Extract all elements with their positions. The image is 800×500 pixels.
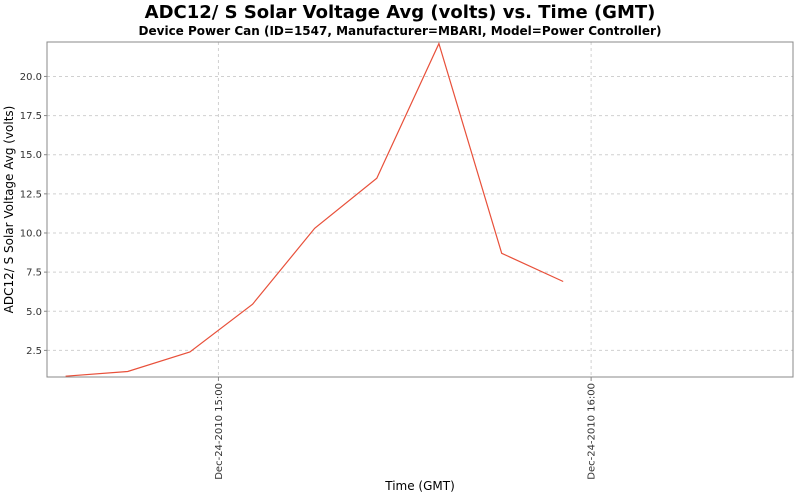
chart-subtitle: Device Power Can (ID=1547, Manufacturer=… [138,24,662,38]
y-axis-ticks: 2.5 5.0 7.5 10.0 12.5 15.0 17.5 20.0 [20,72,47,357]
y-axis-label: ADC12/ S Solar Voltage Avg (volts) [2,106,16,314]
x-axis-ticks: Dec-24-2010 15:00 Dec-24-2010 16:00 [214,377,598,480]
series-group [65,41,564,377]
y-tick-label: 17.5 [20,111,42,122]
series-line [65,41,564,377]
y-tick-label: 2.5 [26,346,42,357]
y-tick-label: 15.0 [20,150,42,161]
chart-title: ADC12/ S Solar Voltage Avg (volts) vs. T… [144,2,656,23]
x-tick-label: Dec-24-2010 16:00 [587,383,598,480]
x-axis-label: Time (GMT) [384,479,455,493]
y-tick-label: 20.0 [20,72,42,83]
y-tick-label: 5.0 [26,307,42,318]
y-tick-label: 10.0 [20,228,42,239]
x-tick-label: Dec-24-2010 15:00 [214,383,225,480]
grid-lines [47,42,793,377]
y-tick-label: 12.5 [20,189,42,200]
y-tick-label: 7.5 [26,268,42,279]
plot-area [46,41,794,378]
